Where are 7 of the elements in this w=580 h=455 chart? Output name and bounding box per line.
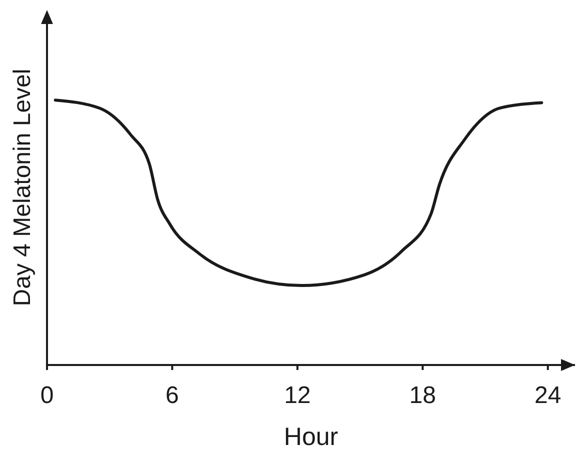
x-tick-label: 6 — [166, 382, 179, 409]
x-axis-title: Hour — [284, 423, 338, 451]
x-tick-label: 24 — [534, 382, 562, 409]
x-tick-label: 12 — [284, 382, 311, 409]
x-tick-label: 0 — [40, 382, 54, 409]
x-tick-label: 18 — [409, 382, 436, 409]
y-axis-title: Day 4 Melatonin Level — [9, 68, 36, 306]
